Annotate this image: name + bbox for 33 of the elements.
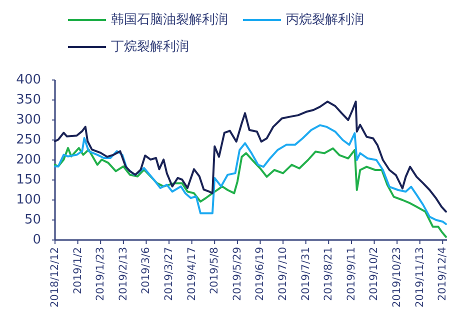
x-tick-label: 2019/11/13 — [414, 247, 426, 308]
x-tick-label: 2019/2/13 — [117, 247, 130, 301]
x-tick-label: 2019/8/21 — [322, 247, 335, 301]
x-tick-label: 2019/3/27 — [163, 247, 176, 301]
x-tick-label: 2019/5/8 — [208, 247, 221, 294]
y-tick-label: 300 — [16, 112, 41, 128]
y-tick-label: 50 — [24, 212, 41, 228]
x-tick-label: 2019/1/2 — [72, 247, 84, 294]
x-tick-label: 2019/10/23 — [391, 247, 404, 308]
y-tick-label: 350 — [16, 92, 41, 108]
y-tick-label: 100 — [16, 192, 41, 208]
x-tick-label: 2019/10/2 — [368, 247, 380, 301]
y-tick-label: 400 — [16, 72, 41, 88]
x-tick-label: 2019/5/29 — [231, 247, 244, 301]
y-tick-label: 150 — [16, 172, 41, 188]
x-tick-label: 2019/9/11 — [345, 247, 358, 301]
x-tick-label: 2019/12/4 — [436, 246, 449, 301]
x-tick-label: 2019/1/23 — [94, 247, 107, 301]
y-tick-label: 0 — [32, 232, 41, 248]
x-tick-label: 2019/7/31 — [300, 247, 312, 301]
y-tick-label: 250 — [16, 132, 41, 148]
x-tick-label: 2018/12/12 — [49, 247, 61, 308]
line-series — [54, 100, 447, 213]
x-tick-label: 2019/6/19 — [254, 247, 266, 301]
line-series — [54, 124, 447, 225]
legend-label: 丙烷裂解利润 — [286, 12, 364, 28]
legend-label: 丁烷裂解利润 — [111, 40, 189, 54]
x-tick-label: 2019/4/17 — [186, 247, 198, 301]
x-tick-label: 2019/3/6 — [140, 246, 152, 294]
legend-label: 韩国石脑油裂解利润 — [111, 12, 228, 28]
line-series — [54, 147, 447, 238]
y-tick-label: 200 — [16, 152, 41, 168]
x-tick-label: 2019/7/10 — [277, 247, 290, 301]
